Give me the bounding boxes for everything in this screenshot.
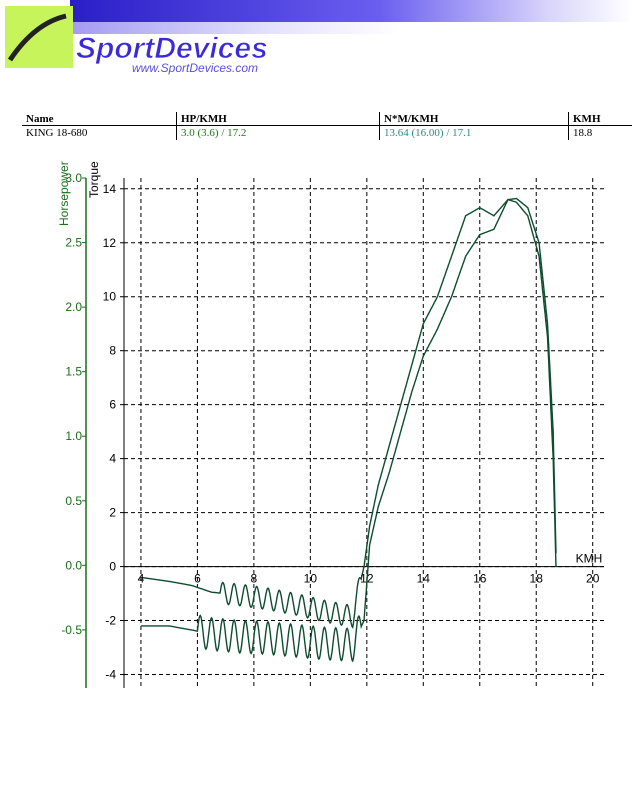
logo-curve-icon — [7, 13, 67, 62]
table-row: KING 18-680 3.0 (3.6) / 17.2 13.64 (16.0… — [22, 125, 632, 140]
result-table: Name HP/KMH N*M/KMH KMH KING 18-680 3.0 … — [22, 112, 632, 140]
hp-tick-label: 2.0 — [65, 300, 82, 314]
torque-tick-label: 10 — [103, 290, 117, 304]
col-kmh-header: KMH — [568, 112, 632, 126]
hp-tick-label: 0.5 — [65, 494, 82, 508]
col-hp-header: HP/KMH — [176, 112, 380, 126]
torque-tick-label: -2 — [105, 614, 116, 628]
x-tick-label: 8 — [251, 572, 258, 586]
hp-axis-label: Horsepower — [57, 161, 71, 226]
hp-tick-label: 0.0 — [65, 558, 82, 572]
x-tick-label: 16 — [473, 572, 487, 586]
result-table-header: Name HP/KMH N*M/KMH KMH — [22, 112, 632, 126]
x-axis-label: KMH — [576, 552, 603, 566]
torque-axis-label: Torque — [87, 161, 101, 198]
col-torque-header: N*M/KMH — [379, 112, 569, 126]
torque-tick-label: 2 — [109, 506, 116, 520]
series-line-2 — [140, 198, 557, 663]
torque-tick-label: 12 — [103, 236, 117, 250]
x-tick-label: 20 — [586, 572, 600, 586]
hp-tick-label: -0.5 — [61, 623, 82, 637]
torque-tick-label: 6 — [109, 398, 116, 412]
x-tick-label: 12 — [360, 572, 374, 586]
logo-text: SportDevices — [76, 32, 268, 65]
kmh-value: 18.8 — [573, 127, 593, 139]
torque-value: 13.64 (16.00) / 17.1 — [379, 125, 569, 140]
hp-value: 3.0 (3.6) / 17.2 — [176, 125, 380, 140]
hp-tick-label: 2.5 — [65, 236, 82, 250]
torque-tick-label: 14 — [103, 182, 117, 196]
hp-tick-label: 1.0 — [65, 429, 82, 443]
series-line-1 — [140, 197, 557, 629]
logo-url: www.SportDevices.com — [132, 61, 258, 75]
x-tick-label: 4 — [138, 572, 145, 586]
header-banner: SportDevices www.SportDevices.com — [5, 0, 632, 75]
x-tick-label: 14 — [417, 572, 431, 586]
dyno-chart: 4 6 8 10 12 14 16 18 20 -4 -2 0 2 4 6 8 10 12 14 -0.5 0.0 0.5… — [57, 161, 604, 688]
x-tick-label: 18 — [530, 572, 544, 586]
x-tick-label: 10 — [304, 572, 318, 586]
hp-tick-label: 3.0 — [65, 171, 82, 185]
col-name-header: Name — [22, 112, 177, 126]
hp-tick-label: 1.5 — [65, 365, 82, 379]
torque-tick-label: 4 — [109, 452, 116, 466]
torque-tick-label: 0 — [109, 560, 116, 574]
torque-tick-label: -4 — [105, 668, 116, 682]
x-tick-label: 6 — [194, 572, 201, 586]
run-name: KING 18-680 — [22, 125, 177, 140]
torque-tick-label: 8 — [109, 344, 116, 358]
